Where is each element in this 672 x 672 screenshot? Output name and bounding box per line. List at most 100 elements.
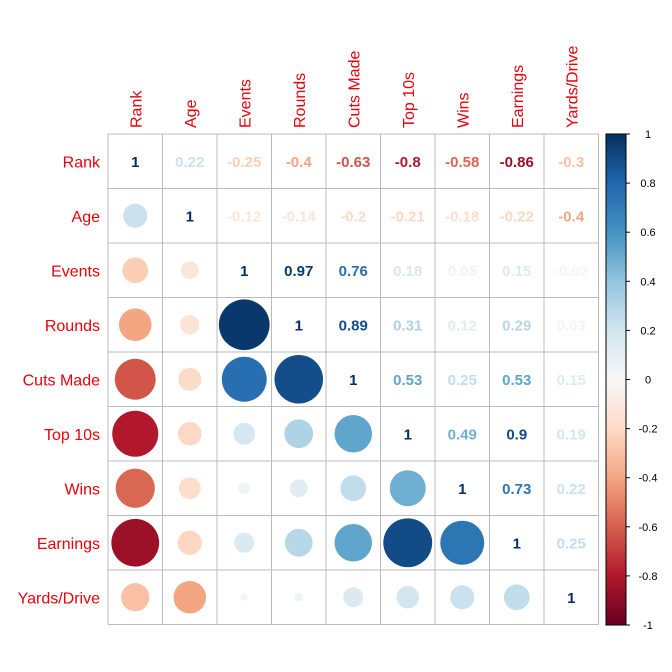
correlation-value-label: 0.05 <box>448 263 477 280</box>
row-label: Rounds <box>45 318 100 335</box>
correlation-circle <box>440 520 485 565</box>
correlation-value-label: 0.89 <box>339 317 368 334</box>
correlation-value-label: 0.03 <box>557 317 586 334</box>
correlation-circle <box>122 257 149 284</box>
correlation-value-label: 0.73 <box>502 481 531 498</box>
colorbar-tick-label: 0.6 <box>640 227 655 239</box>
correlation-value-label: 1 <box>131 154 139 171</box>
correlation-circle <box>284 528 313 557</box>
correlation-circle <box>396 586 419 609</box>
correlation-value-label: 0.22 <box>557 481 586 498</box>
row-labels: Rank Age Events Rounds Cuts Made Top 10s Wins E… <box>18 154 101 607</box>
column-labels: Rank Age Events Rounds Cuts Made Top 10s Wins E… <box>128 46 581 128</box>
correlation-value-label: 0.22 <box>175 154 204 171</box>
correlation-circle <box>289 479 308 498</box>
correlation-value-label: 1 <box>567 590 575 607</box>
row-label: Rank <box>63 154 101 171</box>
correlation-circle <box>340 475 367 502</box>
correlation-circle <box>450 585 475 610</box>
correlation-value-label: 0.97 <box>284 263 313 280</box>
row-label: Events <box>51 263 100 280</box>
correlation-value-label: 0.53 <box>393 372 422 389</box>
correlation-circle <box>389 470 426 507</box>
correlation-value-label: 0.25 <box>448 372 477 389</box>
correlation-circle <box>383 518 433 568</box>
correlation-value-label: 0.18 <box>393 263 422 280</box>
correlation-circle <box>178 367 202 391</box>
correlation-value-label: 1 <box>295 317 303 334</box>
correlation-value-label: -0.63 <box>336 154 370 171</box>
colorbar-tick-label: 0.4 <box>640 276 655 288</box>
row-label: Age <box>72 209 101 226</box>
correlation-circle <box>123 203 148 228</box>
row-label: Yards/Drive <box>18 590 100 607</box>
correlation-value-label: -0.21 <box>391 208 425 225</box>
correlation-value-label: 0.29 <box>502 317 531 334</box>
correlation-value-label: -0.3 <box>558 154 584 171</box>
correlation-circle <box>115 468 155 508</box>
colorbar: 1 0.8 0.6 0.4 0.2 0 -0.2 -0.4 -0.6 -0.8 -1 <box>605 129 658 632</box>
colorbar-tick-label: -0.4 <box>639 473 658 485</box>
correlation-circle <box>118 308 152 342</box>
matrix-grid <box>107 133 599 625</box>
correlation-value-label: 0.12 <box>448 317 477 334</box>
correlation-circle <box>274 354 324 404</box>
correlation-circle <box>111 518 160 567</box>
correlation-value-label: 0.15 <box>502 263 531 280</box>
correlation-circle <box>180 315 200 335</box>
correlation-circle <box>294 592 304 602</box>
column-label: Top 10s <box>401 72 418 128</box>
correlation-circle <box>221 356 267 402</box>
correlation-value-label: -0.58 <box>445 154 479 171</box>
colorbar-tick-label: 1 <box>645 129 651 141</box>
colorbar-tick-label: -0.2 <box>639 424 658 436</box>
correlation-value-label: 1 <box>404 426 412 443</box>
correlation-value-label: -0.4 <box>558 208 585 225</box>
row-label: Earnings <box>37 536 100 553</box>
colorbar-tick-label: -0.6 <box>639 522 658 534</box>
correlation-value-label: 0.31 <box>393 317 422 334</box>
correlation-circle <box>178 477 201 500</box>
column-label: Rounds <box>292 73 309 128</box>
colorbar-tick-label: 0.2 <box>640 325 655 337</box>
column-label: Earnings <box>510 65 527 128</box>
correlation-circle <box>503 584 530 611</box>
correlation-value-label: 0.15 <box>557 372 586 389</box>
correlation-circle <box>233 422 256 445</box>
correlation-value-label: 0.9 <box>506 426 527 443</box>
correlation-circle <box>234 532 255 553</box>
correlation-value-label: 1 <box>240 263 248 280</box>
column-label: Events <box>237 79 254 128</box>
correlation-value-label: 0.53 <box>502 372 531 389</box>
column-label: Yards/Drive <box>564 46 581 128</box>
correlation-circle <box>334 524 372 562</box>
correlation-value-label: -0.86 <box>500 154 534 171</box>
correlation-value-label: -0.12 <box>227 208 261 225</box>
correlation-value-label: -0.14 <box>282 208 317 225</box>
correlation-circle <box>121 583 150 612</box>
correlation-value-label: 0.76 <box>339 263 368 280</box>
correlation-circle <box>238 482 251 495</box>
row-label: Cuts Made <box>23 372 100 389</box>
correlation-value-label: 0.49 <box>448 426 477 443</box>
column-label: Cuts Made <box>346 51 363 128</box>
correlation-value-label: 0.25 <box>557 535 586 552</box>
correlation-circle <box>177 530 202 555</box>
correlation-circle <box>180 261 199 280</box>
row-label: Wins <box>64 481 100 498</box>
correlation-value-label: 1 <box>513 535 521 552</box>
correlation-circle <box>112 410 159 457</box>
colorbar-tick-label: -1 <box>643 620 653 632</box>
matrix-cells: 1 0.22 -0.25 -0.4 -0.63 -0.8 -0.58 -0.86 -0.3 1 -0… <box>111 154 588 614</box>
correlation-value-label: -0.2 <box>340 208 366 225</box>
correlation-value-label: -0.22 <box>500 208 534 225</box>
correlation-circle <box>114 358 156 400</box>
correlation-value-label: -0.18 <box>445 208 479 225</box>
correlation-value-label: 1 <box>349 372 357 389</box>
correlation-value-label: 0.19 <box>557 426 586 443</box>
correlation-circle <box>240 593 248 601</box>
correlation-value-label: -0.4 <box>286 154 313 171</box>
column-label: Age <box>183 99 200 128</box>
correlation-circle <box>177 421 202 446</box>
